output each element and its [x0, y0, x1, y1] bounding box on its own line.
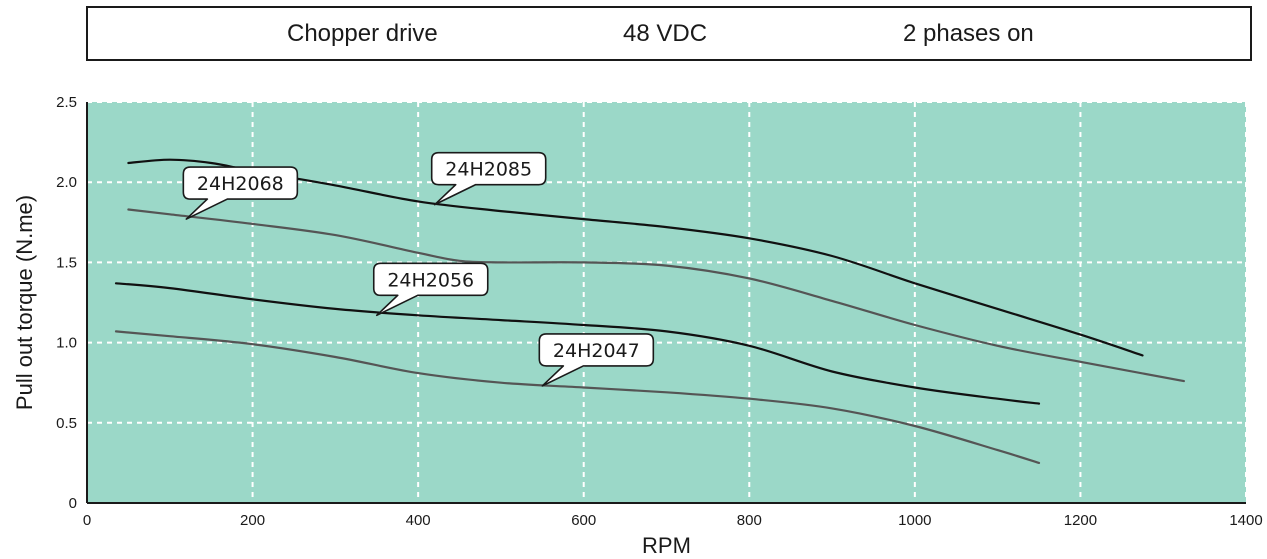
callout-label-24H2047: 24H2047 — [553, 340, 640, 362]
series-lines — [114, 158, 1185, 464]
callout-box-24H2047 — [538, 333, 655, 387]
header-voltage: 48 VDC — [623, 20, 708, 47]
series-line-24H2047 — [114, 330, 1041, 464]
callout-label-24H2085: 24H2085 — [445, 159, 532, 181]
x-tick-label-0: 0 — [83, 512, 91, 529]
series-line-24H2056 — [114, 282, 1041, 405]
axes — [86, 102, 1246, 504]
callout-box-24H2056 — [372, 262, 489, 317]
callout-label-24H2068: 24H2068 — [197, 173, 284, 195]
header-drive-type: Chopper drive — [287, 20, 438, 47]
header-phases: 2 phases on — [903, 20, 1034, 47]
y-tick-label-0: 0 — [69, 495, 77, 512]
y-tick-label-2: 1.0 — [56, 335, 77, 352]
x-tick-label-5: 1000 — [898, 512, 931, 529]
y-axis-label: Pull out torque (N.me) — [12, 195, 37, 410]
x-axis-label: RPM — [642, 533, 691, 558]
x-tick-label-2: 400 — [406, 512, 431, 529]
series-line-24H2068 — [127, 208, 1185, 383]
y-tick-label-4: 2.0 — [56, 174, 77, 191]
y-tick-label-3: 1.5 — [56, 254, 77, 271]
tick-labels: 0 200 400 600 800 1000 1200 1400 0 0.5 1.0 1.5 2.0 2.… — [56, 94, 1263, 529]
callout-24H2047: 24H2047 — [538, 333, 655, 387]
series-callouts: 24H2085 24H2068 24H2056 24H2047 — [182, 151, 655, 387]
header-box: Chopper drive 48 VDC 2 phases on — [86, 6, 1252, 61]
y-tick-label-5: 2.5 — [56, 94, 77, 111]
plot-background — [87, 102, 1246, 503]
callout-box-24H2068 — [182, 166, 299, 220]
y-tick-label-1: 0.5 — [56, 415, 77, 432]
callout-24H2085: 24H2085 — [430, 151, 547, 206]
x-tick-label-6: 1200 — [1064, 512, 1097, 529]
callout-label-24H2056: 24H2056 — [387, 269, 474, 291]
x-tick-label-1: 200 — [240, 512, 265, 529]
x-tick-label-3: 600 — [571, 512, 596, 529]
x-tick-label-4: 800 — [737, 512, 762, 529]
x-tick-label-7: 1400 — [1229, 512, 1262, 529]
callout-24H2068: 24H2068 — [182, 166, 299, 220]
grid-lines — [87, 101, 1247, 503]
callout-24H2056: 24H2056 — [372, 262, 489, 317]
callout-box-24H2085 — [430, 151, 547, 206]
